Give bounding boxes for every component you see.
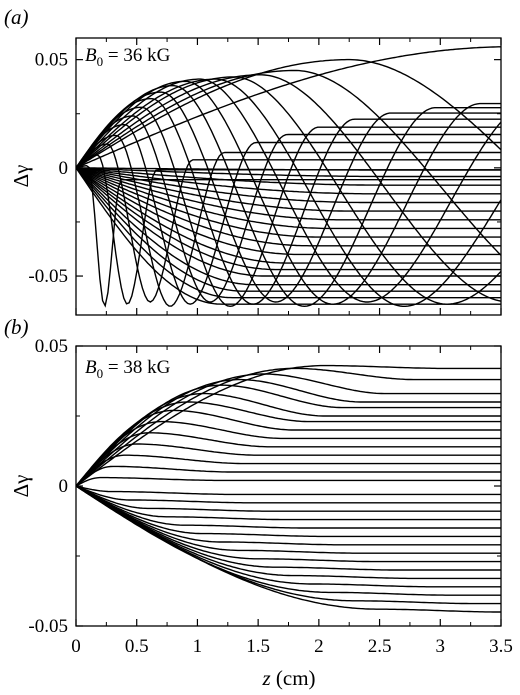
series-a-up-16 <box>75 69 502 256</box>
series-a-up-1 <box>75 164 501 308</box>
annotation-a: B0 = 36 kG <box>85 45 171 69</box>
series-group-b <box>75 364 501 613</box>
series-b-up-10 <box>75 384 501 487</box>
series-a-down-6 <box>75 167 501 271</box>
panel-a: (a) 0.05 0 -0.05 Δγ B0 = 36 kG <box>4 5 502 316</box>
series-a-up-12 <box>75 78 502 303</box>
series-b-down-19 <box>75 485 501 529</box>
panel-b: (b) 0.050-0.05 0 0.5 1 1.5 2 2.5 3 3.5 Δγ B0 = … <box>4 315 513 690</box>
series-a-up-5 <box>75 123 501 305</box>
panel-label-b: (b) <box>4 315 29 339</box>
series-a-down-8 <box>75 167 501 256</box>
series-b-down-15 <box>75 485 501 496</box>
series-a-down-14 <box>75 167 501 204</box>
series-b-up-4 <box>75 443 501 487</box>
series-b-down-24 <box>75 485 501 571</box>
series-a-up-14 <box>75 76 502 305</box>
y-tick-label: 0.05 <box>35 336 68 357</box>
ticks-a <box>75 38 502 315</box>
series-a-down-9 <box>75 167 501 247</box>
x-tick-label: 2 <box>314 636 324 657</box>
series-b-down-17 <box>75 485 501 512</box>
ticks-b <box>75 345 502 627</box>
series-b-down-29 <box>75 485 501 613</box>
series-a-down-15 <box>75 167 501 195</box>
y-tick-label: 0 <box>59 476 69 497</box>
series-a-up-18 <box>75 46 501 169</box>
series-b-up-1 <box>75 476 501 487</box>
series-a-down-17 <box>75 167 501 178</box>
series-a-down-11 <box>75 167 501 230</box>
x-tick-label: 1.5 <box>246 636 270 657</box>
series-a-up-9 <box>75 91 501 303</box>
series-b-down-22 <box>75 485 501 554</box>
y-axis-label-b: Δγ <box>9 475 33 498</box>
annotation-b: B0 = 38 kG <box>85 357 171 381</box>
series-a-up-4 <box>75 134 501 307</box>
series-a-down-10 <box>75 167 501 238</box>
series-a-up-11 <box>75 80 501 305</box>
series-b-down-21 <box>75 485 501 546</box>
series-a-down-4 <box>75 167 501 286</box>
series-a-down-12 <box>75 167 501 221</box>
x-tick-labels-b: 0 0.5 1 1.5 2 2.5 3 3.5 <box>71 636 513 657</box>
series-b-down-20 <box>75 485 501 538</box>
series-a-down-18 <box>75 167 501 171</box>
y-tick-label: -0.05 <box>28 616 68 637</box>
series-a-down-7 <box>75 167 501 264</box>
y-tick-labels-a: 0.05 0 -0.05 <box>28 50 68 287</box>
series-a-up-15 <box>75 74 502 302</box>
series-a-down-1 <box>75 167 501 305</box>
series-b-up-5 <box>75 432 501 487</box>
series-a-down-2 <box>75 167 501 299</box>
series-b-up-9 <box>75 392 501 487</box>
series-b-up-12 <box>75 373 501 487</box>
series-b-up-6 <box>75 420 501 487</box>
series-a-down-5 <box>75 167 501 277</box>
series-b-down-18 <box>75 485 501 521</box>
series-group-a <box>75 46 502 308</box>
series-b-up-2 <box>75 465 501 487</box>
series-b-up-11 <box>75 378 501 487</box>
panel-label-a: (a) <box>4 5 29 29</box>
x-axis-label: z (cm) <box>261 666 315 690</box>
series-a-up-3 <box>75 143 501 303</box>
series-a-down-3 <box>75 167 501 292</box>
y-tick-label: -0.05 <box>28 266 68 287</box>
x-tick-label: 2.5 <box>368 636 392 657</box>
x-tick-label: 1 <box>193 636 203 657</box>
x-tick-label: 3.5 <box>489 636 513 657</box>
series-b-up-3 <box>75 454 501 487</box>
series-a-up-13 <box>75 78 502 307</box>
x-tick-label: 0.5 <box>125 636 149 657</box>
series-a-up-6 <box>75 115 501 303</box>
series-b-up-14 <box>75 364 501 487</box>
series-b-down-23 <box>75 485 501 563</box>
series-a-up-17 <box>75 58 502 169</box>
y-axis-label-a: Δγ <box>9 165 33 188</box>
series-b-down-16 <box>75 485 501 504</box>
y-tick-label: 0 <box>59 158 69 179</box>
series-a-down-13 <box>75 167 501 212</box>
x-tick-label: 3 <box>436 636 446 657</box>
series-a-down-16 <box>75 167 501 186</box>
x-tick-label: 0 <box>71 636 81 657</box>
y-tick-label: 0.05 <box>35 50 68 71</box>
y-tick-labels-b: 0.05 0 -0.05 <box>28 336 68 637</box>
